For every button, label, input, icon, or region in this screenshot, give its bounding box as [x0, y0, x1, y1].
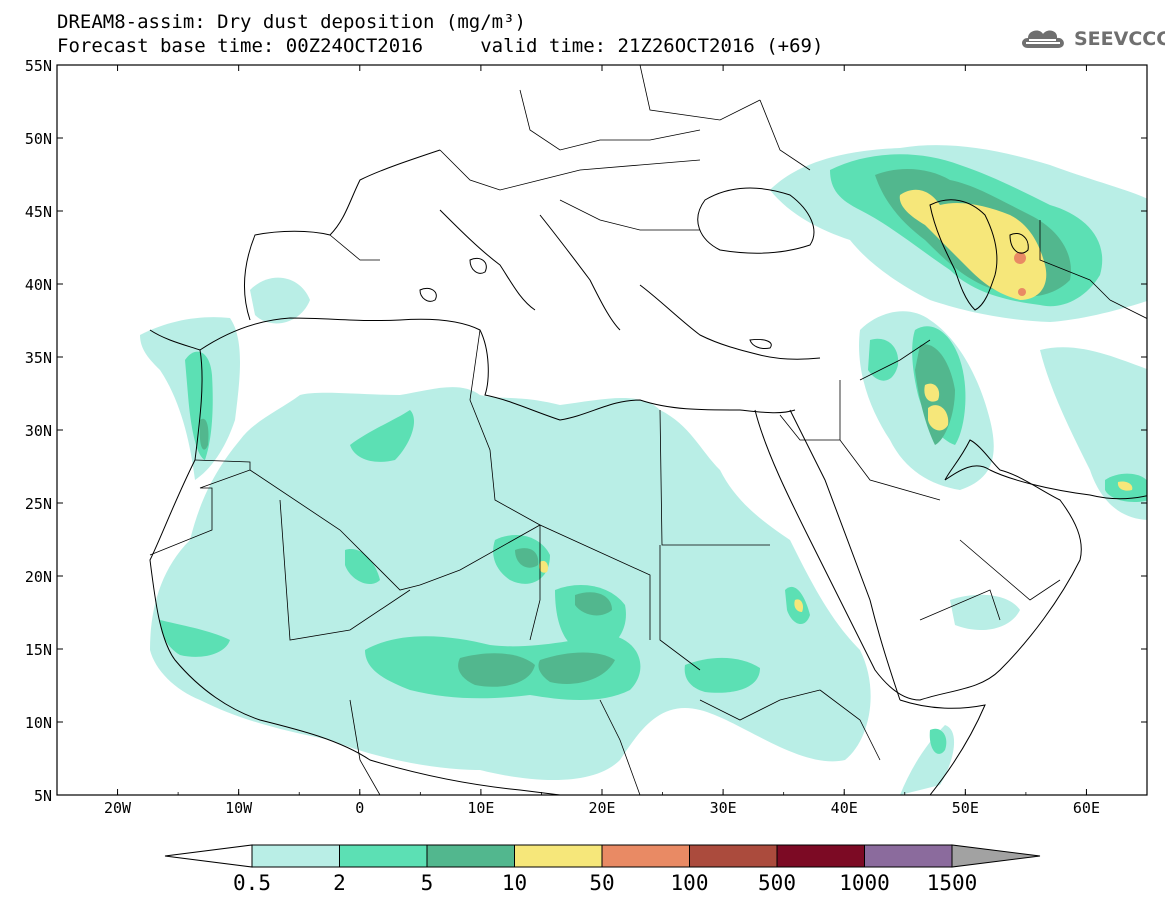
forecast-time-subtitle: Forecast base time: 00Z24OCT2016 valid t… [57, 35, 824, 57]
lon-label: 20W [104, 799, 132, 817]
latitude-axis: 55N 50N 45N 40N 35N 30N 25N 20N 15N 10N 5N [25, 57, 1147, 805]
lon-label: 10W [225, 799, 253, 817]
colorbar-bin [689, 844, 778, 868]
seevccc-logo: SEEVCCC [1018, 24, 1165, 54]
lon-label: 60E [1073, 799, 1100, 817]
lon-label: 50E [952, 799, 979, 817]
colorbar-label: 1500 [927, 871, 978, 895]
dust-field-peak [1014, 252, 1026, 296]
lat-label: 5N [34, 787, 52, 805]
colorbar-label: 0.5 [233, 871, 271, 895]
colorbar-bin [776, 844, 865, 868]
colorbar-bin [864, 844, 953, 868]
colorbar-label: 100 [671, 871, 709, 895]
lon-label: 30E [710, 799, 737, 817]
lat-label: 35N [25, 349, 52, 367]
lat-label: 50N [25, 130, 52, 148]
chart-title: DREAM8-assim: Dry dust deposition (mg/m³… [57, 11, 526, 33]
lat-label: 25N [25, 495, 52, 513]
colorbar-bin [601, 844, 690, 868]
colorbar-bin [514, 844, 603, 868]
lat-label: 30N [25, 422, 52, 440]
lon-label: 40E [831, 799, 858, 817]
cloud-icon [1022, 30, 1064, 48]
lat-label: 45N [25, 203, 52, 221]
colorbar-label: 1000 [839, 871, 890, 895]
logo-text: SEEVCCC [1074, 28, 1165, 50]
colorbar-bin [251, 844, 340, 868]
lat-label: 20N [25, 568, 52, 586]
lon-label: 10E [467, 799, 494, 817]
colorbar-under-triangle [164, 844, 253, 868]
colorbar-over-triangle [951, 844, 1041, 868]
lon-label: 0 [355, 799, 364, 817]
lat-label: 40N [25, 276, 52, 294]
country-borders [149, 65, 1147, 795]
map-plot-area [57, 65, 1147, 795]
lat-label: 55N [25, 57, 52, 75]
colorbar-bin [339, 844, 428, 868]
colorbar-label: 50 [589, 871, 614, 895]
lon-label: 20E [588, 799, 615, 817]
colorbar-label: 5 [421, 871, 434, 895]
longitude-axis: 20W 10W 0 10E 20E 30E 40E 50E 60E [56, 65, 1148, 817]
lat-label: 10N [25, 714, 52, 732]
lat-label: 15N [25, 641, 52, 659]
dust-field-heavy [538, 189, 1133, 612]
colorbar-bin [426, 844, 515, 868]
colorbar-label: 2 [333, 871, 346, 895]
colorbar-label: 10 [502, 871, 527, 895]
colorbar-label: 500 [758, 871, 796, 895]
colorbar: 0.5 2 5 10 50 100 500 1000 1500 [164, 844, 1041, 895]
